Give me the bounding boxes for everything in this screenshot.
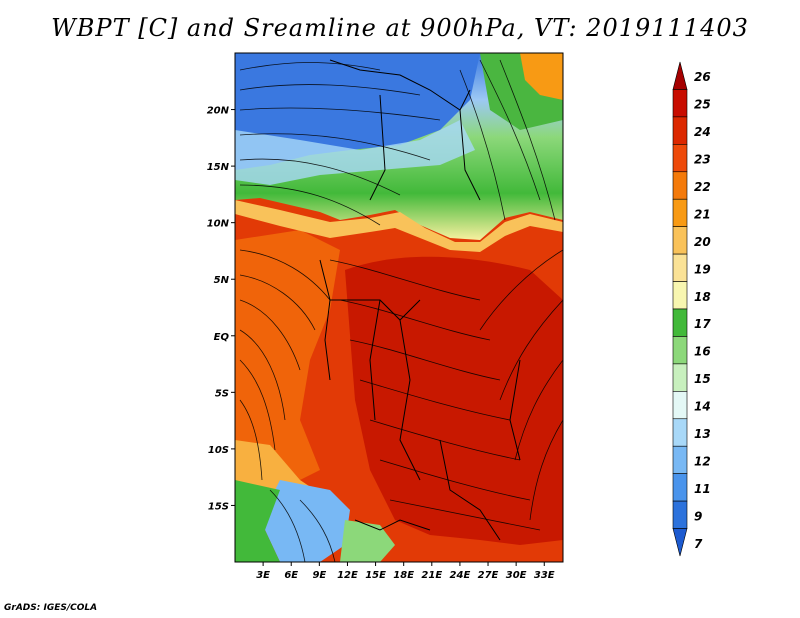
colorbar-swatch	[672, 528, 688, 557]
lon-tick-label: 15E	[365, 570, 386, 581]
wbpt-north-lightblue	[235, 120, 475, 185]
lat-tick-label: 15S	[208, 501, 229, 512]
chart-title: WBPT [C] and Sreamline at 900hPa, VT: 20…	[51, 14, 749, 42]
latitude-axis: 20N 15N 10N 5N EQ 5S 10S 15S	[207, 106, 235, 512]
colorbar-label: 9	[694, 509, 702, 523]
lon-tick-label: 27E	[478, 570, 499, 581]
colorbar-label: 25	[694, 98, 711, 112]
colorbar-label: 16	[694, 345, 711, 359]
wbpt-core-region	[345, 256, 563, 545]
colorbar-swatch	[672, 473, 688, 502]
colorbar-swatch	[672, 418, 688, 447]
colorbar-label: 24	[694, 125, 711, 139]
colorbar-label: 15	[694, 372, 711, 386]
lat-tick-label: 5N	[214, 275, 230, 286]
lon-tick-label: 6E	[284, 570, 298, 581]
streamlines	[239, 59, 563, 562]
colorbar-swatch	[672, 144, 688, 173]
colorbar-label: 12	[694, 454, 711, 468]
lat-tick-label: 10N	[207, 219, 230, 230]
lon-tick-label: 30E	[506, 570, 527, 581]
colorbar-swatch	[672, 500, 688, 529]
colorbar-label: 13	[694, 427, 711, 441]
colorbar-swatch	[672, 363, 688, 392]
colorbar: 26 25 24 23 22 21 20 19 18 17 16 15 14 13 12 11 9 7	[672, 61, 711, 557]
colorbar-label: 11	[694, 482, 711, 496]
map-frame	[234, 52, 564, 563]
colorbar-label: 26	[694, 70, 711, 84]
lon-tick-label: 3E	[256, 570, 270, 581]
longitude-axis: 3E 6E 9E 12E 15E 18E 21E 24E 27E 30E 33E	[256, 562, 555, 581]
colorbar-swatch	[672, 445, 688, 474]
colorbar-swatch	[672, 253, 688, 282]
colorbar-label: 20	[694, 235, 711, 249]
grads-credit: GrADS: IGES/COLA	[4, 603, 98, 613]
colorbar-swatch	[672, 281, 688, 310]
lon-tick-label: 21E	[421, 570, 442, 581]
lat-tick-label: 20N	[207, 106, 230, 117]
lat-tick-label: 10S	[208, 445, 229, 456]
lat-tick-label: 15N	[207, 162, 230, 173]
colorbar-swatch	[672, 336, 688, 365]
lon-tick-label: 24E	[450, 570, 471, 581]
lon-tick-label: 9E	[312, 570, 326, 581]
colorbar-swatch	[672, 171, 688, 200]
wbpt-sw-green	[235, 480, 280, 562]
colorbar-label: 7	[694, 537, 703, 551]
colorbar-swatch	[672, 226, 688, 255]
colorbar-swatch	[672, 391, 688, 420]
lon-tick-label: 33E	[534, 570, 555, 581]
lat-tick-label: 5S	[215, 388, 229, 399]
colorbar-swatch	[672, 89, 688, 118]
lon-tick-label: 18E	[393, 570, 414, 581]
colorbar-label: 14	[694, 400, 711, 414]
colorbar-label: 22	[694, 180, 711, 194]
wbpt-west-orange	[235, 230, 340, 480]
wbpt-yellow-ribbon	[235, 200, 563, 252]
colorbar-label: 23	[694, 153, 711, 167]
country-borders	[319, 59, 521, 541]
colorbar-label: 17	[694, 317, 711, 331]
colorbar-label: 19	[694, 262, 711, 276]
colorbar-swatch	[672, 116, 688, 145]
colorbar-label: 21	[694, 207, 711, 221]
lon-tick-label: 12E	[337, 570, 358, 581]
map-field	[235, 53, 563, 562]
colorbar-swatch	[672, 198, 688, 227]
wbpt-ne-orange	[520, 53, 563, 100]
colorbar-swatch	[672, 61, 688, 90]
wbpt-sw-lightgreen	[340, 520, 395, 562]
colorbar-swatch	[672, 308, 688, 337]
lat-tick-label: EQ	[214, 332, 230, 343]
colorbar-label: 18	[694, 290, 711, 304]
